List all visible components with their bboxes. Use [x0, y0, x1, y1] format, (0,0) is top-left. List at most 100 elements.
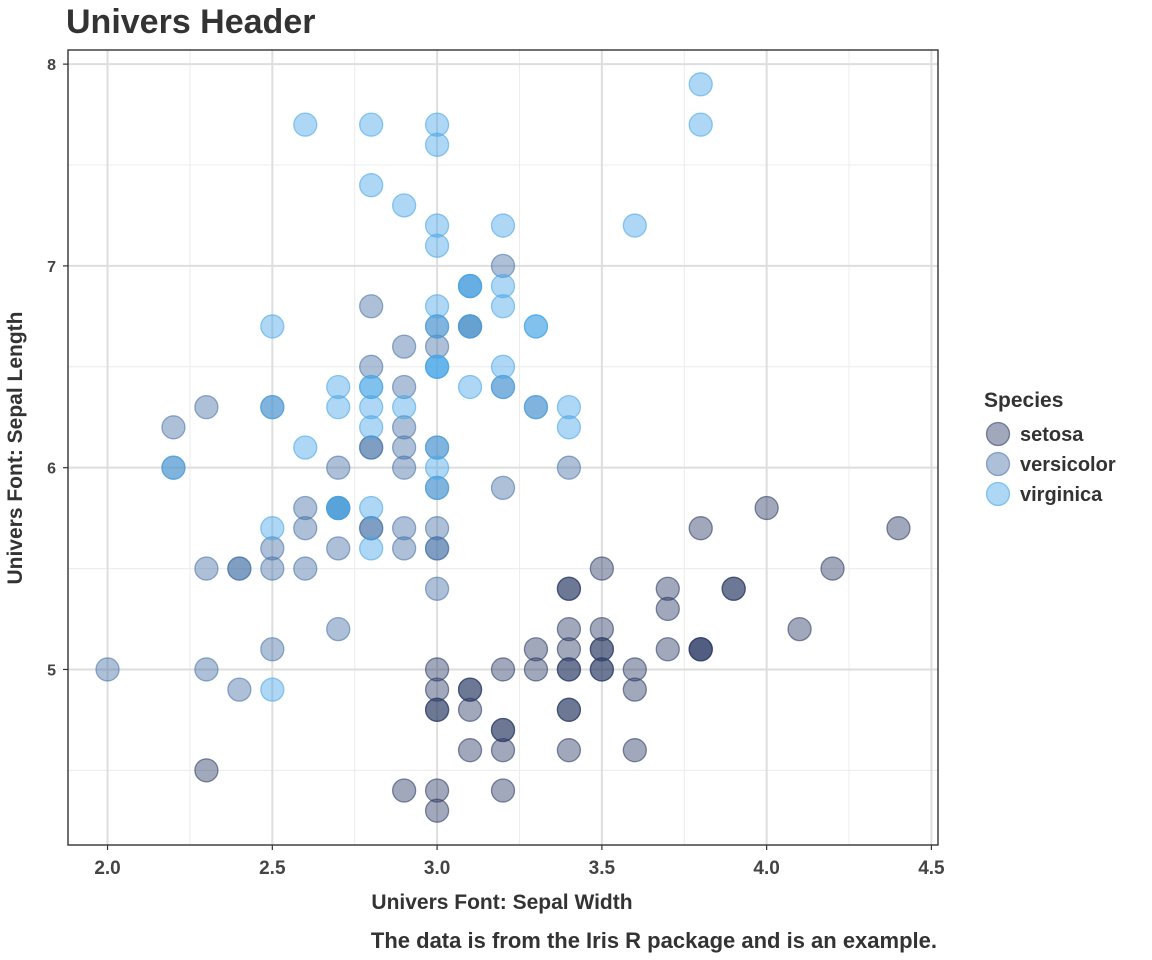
x-axis-ticks: 2.0 2.5 3.0 3.5 4.0 4.5 [94, 845, 945, 879]
point-versicolor [95, 657, 120, 682]
y-tick-label: 5 [47, 662, 56, 679]
point-setosa [655, 576, 680, 601]
point-versicolor [326, 455, 351, 480]
point-virginica [424, 233, 450, 258]
point-versicolor [194, 394, 219, 420]
legend-key-virginica [985, 481, 1011, 507]
point-virginica [490, 294, 516, 319]
x-axis-title: Univers Font: Sepal Width [371, 891, 632, 914]
point-setosa [424, 657, 450, 682]
point-setosa [457, 697, 483, 722]
point-virginica [260, 677, 285, 702]
chart-title: Univers Header [66, 3, 315, 41]
point-setosa [622, 677, 647, 702]
point-setosa [457, 738, 483, 763]
point-virginica [490, 374, 516, 400]
legend-key-setosa [985, 421, 1011, 447]
point-virginica [556, 394, 582, 420]
point-setosa [556, 637, 582, 662]
legend: Species setosa versicolor virginica [984, 389, 1116, 507]
point-virginica [424, 354, 450, 379]
point-virginica [359, 173, 384, 198]
point-setosa [424, 697, 450, 722]
point-versicolor [260, 556, 285, 581]
point-virginica [424, 213, 450, 238]
point-versicolor [391, 516, 417, 541]
point-setosa [424, 798, 450, 823]
point-setosa [754, 495, 779, 521]
legend-title: Species [984, 389, 1063, 412]
point-versicolor [326, 616, 351, 642]
point-versicolor [359, 435, 384, 460]
point-setosa [556, 616, 582, 642]
y-axis-title: Univers Font: Sepal Length [4, 311, 27, 584]
point-virginica [688, 72, 713, 97]
point-versicolor [424, 536, 450, 561]
point-virginica [293, 112, 318, 137]
point-versicolor [391, 334, 417, 359]
point-virginica [457, 314, 483, 339]
point-versicolor [326, 536, 351, 561]
point-setosa [457, 677, 483, 702]
point-virginica [391, 394, 417, 420]
point-setosa [523, 637, 549, 662]
x-tick-label: 3.5 [589, 858, 616, 879]
data-points [95, 72, 911, 823]
point-virginica [326, 374, 351, 400]
point-setosa [721, 576, 746, 601]
point-virginica [359, 495, 384, 521]
point-virginica [326, 394, 351, 420]
point-virginica [260, 394, 285, 420]
x-tick-label: 2.0 [94, 858, 120, 879]
y-tick-label: 7 [47, 259, 56, 276]
point-setosa [556, 657, 582, 682]
point-setosa [655, 596, 680, 622]
point-setosa [556, 576, 582, 601]
point-virginica [293, 435, 318, 460]
chart-caption: The data is from the Iris R package and … [371, 928, 937, 953]
point-setosa [622, 738, 647, 763]
point-setosa [589, 637, 615, 662]
point-virginica [457, 374, 483, 400]
point-versicolor [227, 677, 252, 702]
point-versicolor [194, 657, 219, 682]
point-setosa [589, 657, 615, 682]
point-setosa [523, 657, 549, 682]
point-virginica [359, 536, 384, 561]
point-setosa [490, 778, 516, 803]
point-versicolor [293, 495, 318, 521]
point-setosa [490, 738, 516, 763]
x-tick-label: 2.5 [259, 858, 286, 879]
point-versicolor [293, 516, 318, 541]
point-virginica [326, 495, 351, 521]
point-versicolor [424, 576, 450, 601]
point-versicolor [260, 536, 285, 561]
legend-label-versicolor: versicolor [1020, 454, 1116, 476]
x-tick-label: 3.0 [424, 858, 450, 879]
point-setosa [391, 778, 417, 803]
point-setosa [589, 556, 615, 581]
point-versicolor [194, 556, 219, 581]
point-versicolor [490, 475, 516, 501]
x-tick-label: 4.0 [753, 858, 779, 879]
point-virginica [424, 132, 450, 157]
point-virginica [490, 213, 516, 238]
point-versicolor [490, 253, 516, 279]
point-setosa [490, 657, 516, 682]
plot-panel-border [67, 49, 939, 846]
point-virginica [260, 516, 285, 541]
point-setosa [787, 616, 812, 642]
y-axis-ticks: 5 6 7 8 [47, 57, 68, 679]
point-virginica [424, 314, 450, 339]
legend-label-virginica: virginica [1020, 484, 1103, 506]
point-virginica [523, 394, 549, 420]
point-setosa [424, 778, 450, 803]
point-setosa [589, 616, 615, 642]
point-virginica [688, 112, 713, 137]
point-virginica [359, 415, 384, 440]
point-virginica [556, 415, 582, 440]
point-versicolor [227, 556, 252, 581]
point-versicolor [359, 516, 384, 541]
point-setosa [490, 717, 516, 743]
